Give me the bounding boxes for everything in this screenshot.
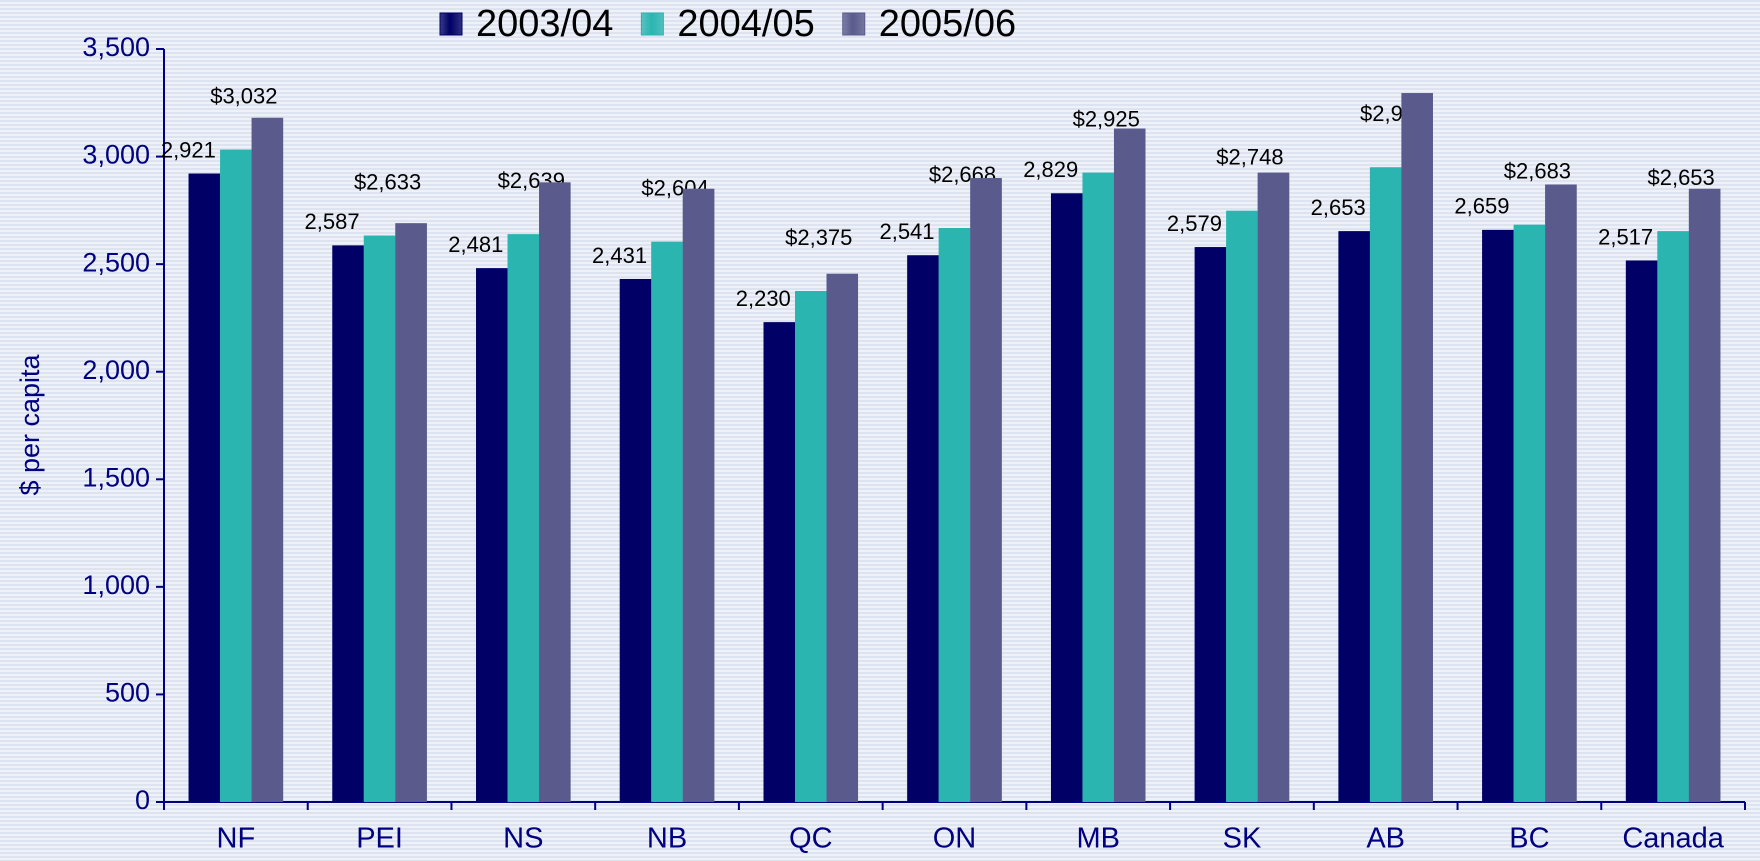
legend-label: 2005/06 bbox=[879, 3, 1016, 45]
bar bbox=[1194, 247, 1227, 802]
x-tick-label: Canada bbox=[1622, 823, 1724, 855]
bar bbox=[1657, 231, 1689, 802]
bar bbox=[1257, 172, 1290, 802]
bar bbox=[395, 223, 427, 802]
bar bbox=[332, 245, 364, 803]
value-label: 2,517 bbox=[1598, 224, 1653, 249]
bar bbox=[188, 173, 221, 802]
bar bbox=[539, 182, 571, 803]
bar bbox=[1625, 260, 1658, 802]
bar bbox=[1369, 167, 1402, 803]
bar bbox=[795, 291, 827, 802]
bar bbox=[1401, 93, 1433, 802]
y-tick-label: 2,500 bbox=[82, 247, 150, 277]
bar bbox=[507, 234, 540, 802]
x-tick-label: PEI bbox=[356, 823, 403, 855]
legend-swatch bbox=[640, 12, 664, 36]
bar bbox=[682, 188, 715, 803]
legend-label: 2003/04 bbox=[476, 3, 613, 45]
value-label: $2,748 bbox=[1216, 145, 1283, 170]
x-tick-label: MB bbox=[1076, 823, 1120, 855]
x-tick-label: NS bbox=[503, 823, 543, 855]
y-tick-label: 3,000 bbox=[82, 140, 150, 170]
value-label: 2,659 bbox=[1454, 194, 1509, 219]
value-label: $2,653 bbox=[1647, 165, 1714, 190]
y-tick-label: 1,500 bbox=[82, 462, 150, 492]
bar bbox=[251, 117, 284, 803]
value-label: $2,925 bbox=[1073, 107, 1140, 132]
value-label: 2,653 bbox=[1311, 195, 1366, 220]
bar bbox=[763, 322, 796, 802]
bar bbox=[1513, 224, 1546, 802]
value-label: $2,375 bbox=[785, 225, 852, 250]
bar bbox=[363, 235, 396, 802]
value-label: 2,579 bbox=[1167, 211, 1222, 236]
bar bbox=[1050, 193, 1083, 803]
bar bbox=[1482, 229, 1514, 802]
bar bbox=[1688, 188, 1721, 803]
value-label: 2,481 bbox=[448, 232, 503, 257]
y-tick-label: 1,000 bbox=[82, 570, 150, 600]
x-tick-label: NB bbox=[647, 823, 687, 855]
value-label: 2,541 bbox=[879, 219, 934, 244]
value-label: 2,230 bbox=[736, 286, 791, 311]
bar bbox=[1338, 231, 1370, 802]
y-tick-label: 500 bbox=[105, 678, 150, 708]
y-tick-label: 0 bbox=[135, 785, 150, 815]
value-label: 2,431 bbox=[592, 243, 647, 268]
x-tick-label: SK bbox=[1223, 823, 1262, 855]
bar bbox=[1082, 172, 1114, 802]
y-tick-label: 3,500 bbox=[82, 32, 150, 62]
value-label: 2,587 bbox=[305, 209, 360, 234]
y-axis-label: $ per capita bbox=[15, 353, 45, 495]
x-tick-label: AB bbox=[1366, 823, 1405, 855]
bar bbox=[476, 268, 508, 802]
legend-swatch bbox=[439, 12, 463, 36]
x-tick-label: BC bbox=[1509, 823, 1549, 855]
legend-label: 2004/05 bbox=[677, 3, 814, 45]
x-tick-label: QC bbox=[789, 823, 833, 855]
bar bbox=[907, 255, 939, 802]
value-label: 2,921 bbox=[161, 137, 216, 162]
bar bbox=[619, 278, 652, 803]
x-tick-label: ON bbox=[933, 823, 977, 855]
legend-swatch bbox=[842, 12, 866, 36]
value-label: 2,829 bbox=[1023, 157, 1078, 182]
x-tick-label: NF bbox=[217, 823, 256, 855]
bar bbox=[938, 227, 971, 803]
bar bbox=[826, 273, 859, 802]
bar bbox=[1113, 128, 1146, 803]
bar bbox=[220, 149, 252, 802]
value-label: $2,633 bbox=[354, 169, 421, 194]
value-label: $3,032 bbox=[210, 83, 277, 108]
bar bbox=[651, 241, 683, 802]
bar bbox=[1545, 184, 1577, 803]
bar bbox=[970, 178, 1002, 803]
y-tick-label: 2,000 bbox=[82, 355, 150, 385]
bar bbox=[1226, 210, 1258, 803]
value-label: $2,683 bbox=[1504, 159, 1571, 184]
